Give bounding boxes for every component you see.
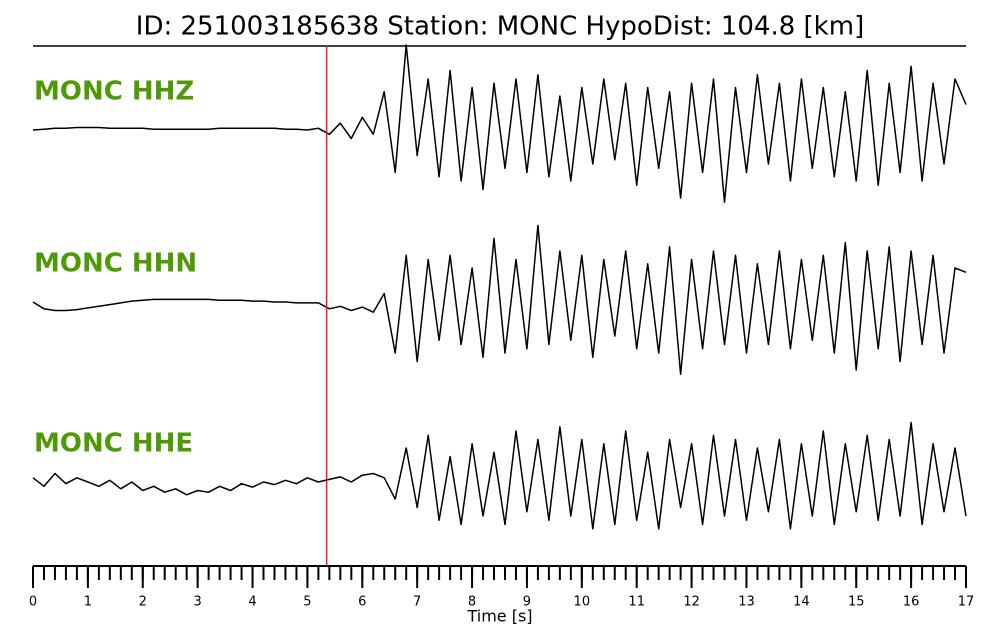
x-tick-label: 9: [523, 595, 531, 610]
x-tick-label: 15: [848, 595, 865, 610]
trace-label: MONC HHZ: [34, 77, 194, 107]
x-tick-label: 10: [574, 595, 591, 610]
x-tick-label: 3: [194, 595, 202, 610]
x-tick-label: 4: [248, 595, 256, 610]
x-tick-label: 0: [29, 595, 37, 610]
waveform: [32, 44, 967, 204]
x-tick-label: 14: [793, 595, 810, 610]
x-tick-label: 8: [468, 595, 476, 610]
x-tick-label: 11: [628, 595, 645, 610]
x-tick-label: 1: [84, 595, 92, 610]
waveform: [32, 224, 967, 376]
x-tick-label: 2: [139, 595, 147, 610]
x-tick-label: 7: [413, 595, 421, 610]
x-axis-label: Time [s]: [466, 607, 532, 626]
x-tick-label: 5: [303, 595, 311, 610]
waveform: [32, 421, 967, 530]
x-tick-label: 12: [683, 595, 700, 610]
x-tick-label: 6: [358, 595, 366, 610]
x-tick-label: 17: [958, 595, 975, 610]
x-tick-label: 16: [903, 595, 920, 610]
trace-label: MONC HHN: [34, 249, 197, 279]
trace-label: MONC HHE: [34, 429, 193, 459]
x-tick-label: 13: [738, 595, 755, 610]
chart-title: ID: 251003185638 Station: MONC HypoDist:…: [136, 12, 864, 42]
